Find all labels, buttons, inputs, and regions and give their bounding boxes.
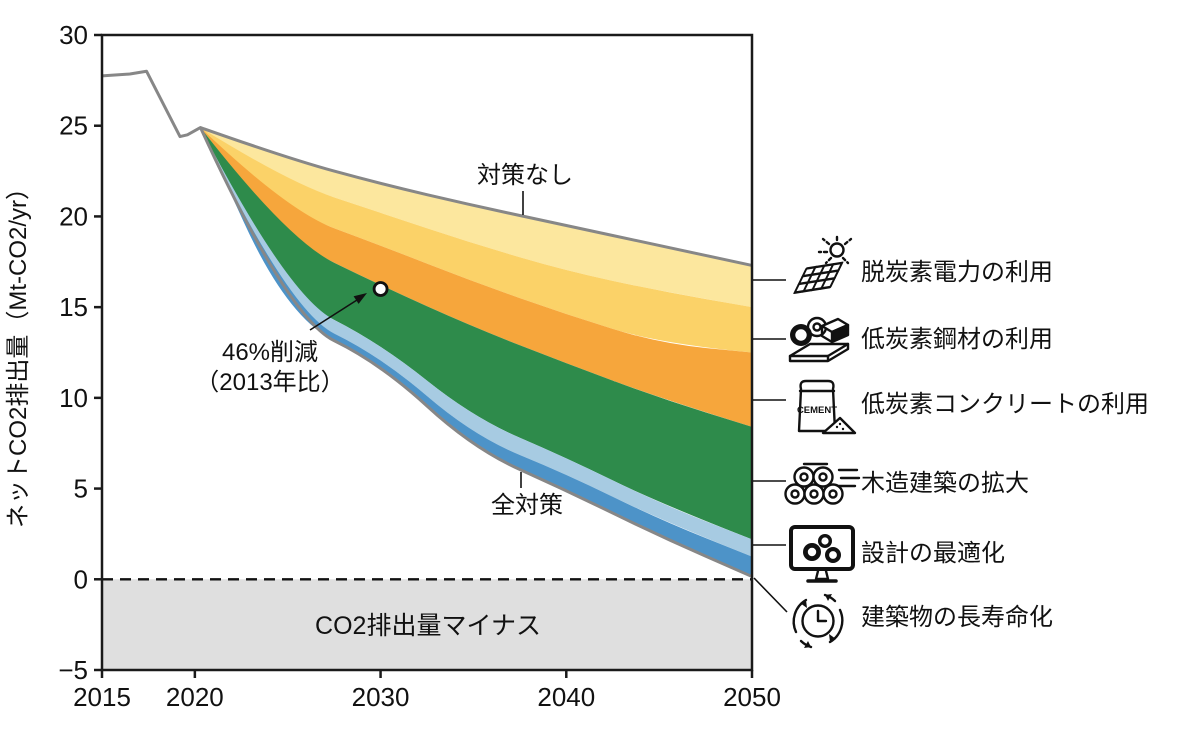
reduction-target-marker: [372, 281, 389, 297]
legend-row-wood: 木造建築の拡大: [753, 462, 1029, 505]
cement-bag-text: CEMENT: [797, 405, 837, 416]
solar-panel-sun-icon: [793, 232, 853, 294]
all-measures-label: 全対策: [491, 492, 563, 519]
legend-row-longevity: 建築物の長寿命化: [753, 577, 1053, 649]
legend-connector-line: [753, 577, 788, 613]
annotation-text-line1: 46%削減: [222, 339, 318, 366]
y-tick-label: −5: [58, 655, 88, 685]
legend-row-concrete: CEMENT 低炭素コンクリートの利用: [753, 379, 1149, 435]
negative-emissions-area: [102, 579, 752, 670]
legend-label: 木造建築の拡大: [861, 470, 1029, 497]
x-tick-label: 2020: [166, 682, 224, 712]
y-tick-label: 25: [59, 111, 88, 141]
legend-label: 低炭素コンクリートの利用: [861, 391, 1149, 418]
all-measures-line: [199, 126, 753, 578]
annotation-arrowhead-icon: [353, 293, 367, 304]
clock-cycle-icon: [792, 593, 844, 649]
x-tick-label: 2040: [537, 682, 595, 712]
y-tick-label: 10: [59, 383, 88, 413]
negative-area-label: CO2排出量マイナス: [315, 612, 541, 640]
x-tick-label: 2050: [723, 682, 781, 712]
monitor-gears-icon: [789, 525, 855, 583]
no-measures-line: [101, 69, 753, 267]
x-tick-label: 2015: [73, 682, 131, 712]
y-tick-label: 20: [59, 201, 88, 231]
all-measures-label-group: 全対策: [491, 472, 563, 519]
legend-row-steel: 低炭素鋼材の利用: [753, 316, 1053, 363]
y-tick-label: 5: [74, 474, 88, 504]
band-3: [200, 127, 752, 540]
no-measures-label-group: 対策なし: [477, 162, 573, 215]
legend-row-design: 設計の最適化: [753, 525, 1005, 583]
annotation-arrow-line: [309, 299, 358, 331]
y-axis-title: ネットCO2排出量（Mt-CO2/yr）: [5, 176, 32, 528]
legend: 脱炭素電力の利用 低炭素鋼材の利用 CE: [753, 232, 1149, 649]
band-1: [200, 127, 752, 353]
axes-frame: [100, 33, 754, 672]
steel-coil-icon: [788, 316, 850, 363]
y-tick-label: 15: [59, 292, 88, 322]
legend-label: 低炭素鋼材の利用: [861, 326, 1053, 353]
no-measures-label: 対策なし: [477, 162, 573, 189]
log-pile-icon: [784, 462, 861, 505]
band-2: [200, 127, 752, 427]
y-tick-label: 0: [74, 564, 88, 594]
legend-row-electricity: 脱炭素電力の利用: [753, 232, 1053, 294]
legend-label: 建築物の長寿命化: [861, 604, 1053, 631]
reduction-annotation: 46%削減 （2013年比）: [195, 293, 367, 396]
y-tick-label: 30: [59, 20, 88, 50]
x-tick-label: 2030: [352, 682, 410, 712]
legend-label: 脱炭素電力の利用: [861, 259, 1053, 286]
annotation-text-line2: （2013年比）: [195, 369, 344, 396]
legend-label: 設計の最適化: [861, 540, 1005, 567]
cement-bag-icon: CEMENT: [797, 379, 857, 435]
